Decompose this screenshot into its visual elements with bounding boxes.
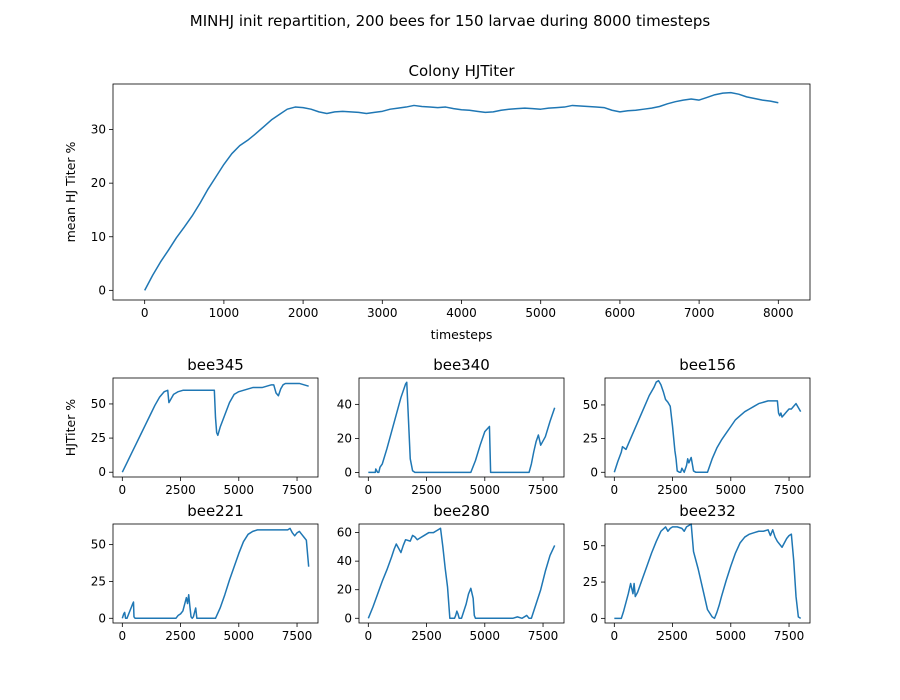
y-tick-label-bee345: 25 (91, 431, 106, 445)
x-tick-label-colony: 3000 (367, 306, 398, 320)
axes-frame-bee221 (112, 523, 319, 624)
series-line-bee340 (368, 381, 556, 474)
y-tick-label-bee340: 40 (337, 397, 352, 411)
y-tick-label-bee232: 0 (590, 611, 598, 625)
x-tick-label-bee340: 2500 (411, 483, 442, 497)
x-tick-label-colony: 7000 (684, 306, 715, 320)
y-tick-label-bee232: 25 (583, 575, 598, 589)
chart-title-bee221: bee221 (187, 502, 244, 520)
y-tick-label-bee156: 25 (583, 432, 598, 446)
x-tick-label-colony: 1000 (209, 306, 240, 320)
axes-frame-bee340 (358, 377, 565, 478)
y-tick-label-bee221: 25 (91, 574, 106, 588)
y-tick-label-colony: 30 (91, 123, 106, 137)
x-tick-label-bee221: 0 (118, 629, 126, 643)
y-tick-label-bee221: 50 (91, 538, 106, 552)
x-tick-label-colony: 4000 (446, 306, 477, 320)
x-tick-label-bee280: 5000 (470, 629, 501, 643)
x-tick-label-bee280: 7500 (528, 629, 559, 643)
x-tick-label-bee232: 2500 (657, 629, 688, 643)
series-line-bee221 (121, 527, 310, 620)
axes-frame-bee345 (112, 377, 319, 478)
x-tick-label-bee340: 7500 (528, 483, 559, 497)
x-tick-label-bee232: 5000 (716, 629, 747, 643)
x-tick-label-bee221: 7500 (282, 629, 313, 643)
x-tick-label-bee156: 7500 (774, 483, 805, 497)
x-axis-label-colony: timesteps (431, 327, 493, 342)
y-tick-label-bee340: 20 (337, 431, 352, 445)
x-tick-label-bee280: 2500 (411, 629, 442, 643)
y-axis-label-colony: mean HJ Titer % (63, 141, 78, 242)
x-tick-label-bee221: 5000 (224, 629, 255, 643)
y-tick-label-bee280: 40 (337, 554, 352, 568)
y-tick-label-colony: 20 (91, 176, 106, 190)
x-tick-label-bee232: 7500 (774, 629, 805, 643)
y-tick-label-bee280: 60 (337, 526, 352, 540)
y-tick-label-bee232: 50 (583, 539, 598, 553)
x-tick-label-bee221: 2500 (165, 629, 196, 643)
y-tick-label-bee280: 0 (344, 611, 352, 625)
x-tick-label-bee345: 2500 (165, 483, 196, 497)
series-line-bee345 (121, 382, 309, 473)
chart-title-bee280: bee280 (433, 502, 490, 520)
axes-frame-bee156 (604, 377, 811, 478)
subplot-bee345: bee345 0 2500 5000 7500 0 25 50 HJTiter % (63, 356, 319, 497)
x-tick-label-bee340: 0 (364, 483, 372, 497)
y-tick-label-bee156: 0 (590, 465, 598, 479)
series-line-bee232 (614, 523, 802, 620)
y-tick-label-colony: 0 (98, 283, 106, 297)
x-tick-label-bee156: 0 (610, 483, 618, 497)
subplot-bee340: bee340 0 2500 5000 7500 0 20 40 (337, 356, 565, 497)
axes-frame-bee280 (358, 523, 565, 624)
x-tick-label-colony: 6000 (605, 306, 636, 320)
y-tick-label-bee340: 0 (344, 465, 352, 479)
x-tick-label-bee232: 0 (610, 629, 618, 643)
x-tick-label-colony: 2000 (288, 306, 319, 320)
x-tick-label-colony: 5000 (525, 306, 556, 320)
axes-frame-bee232 (604, 523, 811, 624)
subplot-bee232: bee232 0 2500 5000 7500 0 25 50 (583, 502, 811, 643)
y-tick-label-bee345: 50 (91, 397, 106, 411)
subplot-bee221: bee221 0 2500 5000 7500 0 25 50 (91, 502, 319, 643)
chart-title-colony: Colony HJTiter (409, 62, 516, 80)
chart-title-bee156: bee156 (679, 356, 736, 374)
y-tick-label-colony: 10 (91, 230, 106, 244)
series-line-bee156 (613, 379, 802, 474)
x-tick-label-bee280: 0 (364, 629, 372, 643)
x-tick-label-bee156: 5000 (716, 483, 747, 497)
series-line-colony (144, 91, 779, 291)
subplot-bee280: bee280 0 2500 5000 7500 0 20 40 60 (337, 502, 565, 643)
x-tick-label-bee156: 2500 (657, 483, 688, 497)
series-line-bee280 (367, 527, 556, 620)
y-tick-label-bee221: 0 (98, 611, 106, 625)
y-tick-label-bee345: 0 (98, 465, 106, 479)
x-tick-label-bee345: 5000 (224, 483, 255, 497)
chart-title-bee232: bee232 (679, 502, 736, 520)
chart-title-bee340: bee340 (433, 356, 490, 374)
y-tick-label-bee156: 50 (583, 398, 598, 412)
subplot-colony: Colony HJTiter 0 1000 2000 3000 4000 5000 6000 7… (63, 62, 811, 342)
x-tick-label-colony: 0 (141, 306, 149, 320)
x-tick-label-bee345: 7500 (282, 483, 313, 497)
x-tick-label-colony: 8000 (763, 306, 794, 320)
subplot-bee156: bee156 0 2500 5000 7500 0 25 50 (583, 356, 811, 497)
y-tick-label-bee280: 20 (337, 583, 352, 597)
x-tick-label-bee340: 5000 (470, 483, 501, 497)
figure-title: MINHJ init repartition, 200 bees for 150… (190, 12, 711, 30)
chart-title-bee345: bee345 (187, 356, 244, 374)
x-tick-label-bee345: 0 (118, 483, 126, 497)
y-axis-label-bee345: HJTiter % (63, 399, 78, 457)
